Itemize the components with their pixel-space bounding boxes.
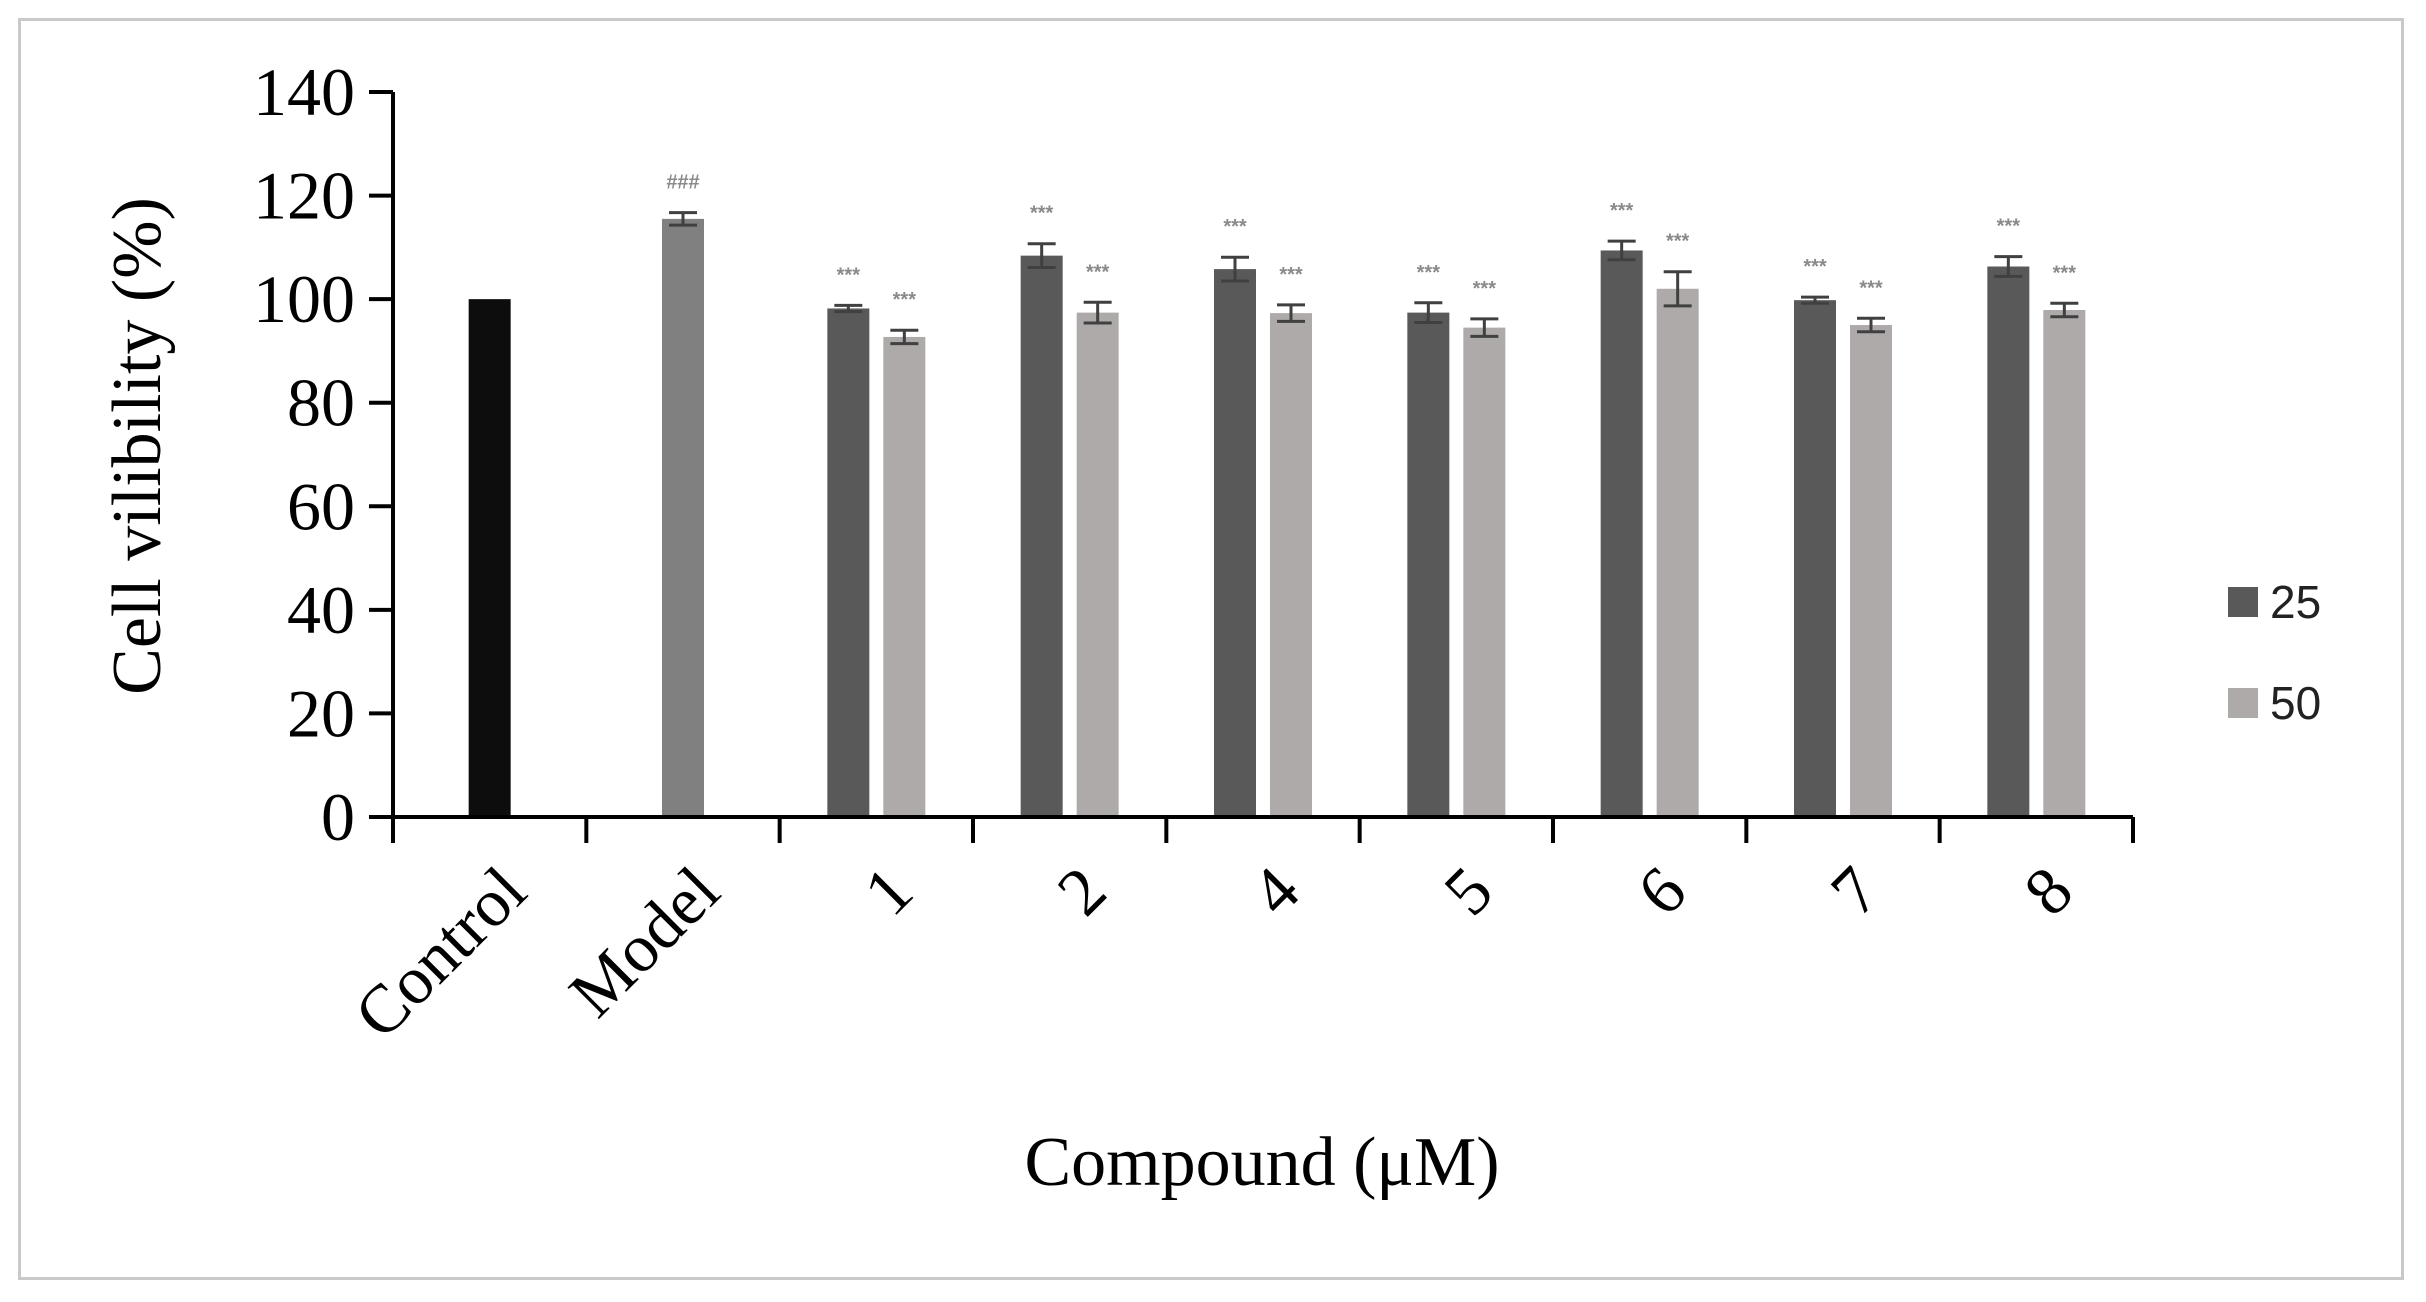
- y-tick-label: 0: [321, 779, 355, 855]
- bar: [468, 299, 511, 818]
- x-tick-label: Model: [554, 852, 733, 1031]
- y-axis-ticks: [369, 90, 393, 819]
- bar: [1076, 312, 1119, 817]
- legend-label: 25: [2270, 576, 2321, 628]
- legend-swatch: [2228, 688, 2258, 718]
- bar: [827, 308, 870, 817]
- x-axis-ticks: [391, 817, 2135, 843]
- y-tick-label: 140: [253, 54, 355, 130]
- bar: [1463, 327, 1506, 817]
- y-axis-title: Cell vilibility (%): [99, 197, 176, 695]
- x-tick-label: 5: [1429, 852, 1507, 930]
- legend-label: 50: [2270, 677, 2321, 729]
- significance-label: ***: [1279, 264, 1303, 286]
- significance-label: ###: [666, 172, 699, 194]
- bar: [1987, 266, 2030, 818]
- y-tick-label: 100: [253, 261, 355, 337]
- bar: [1794, 300, 1836, 817]
- x-tick-label: 2: [1042, 852, 1120, 930]
- significance-label: ***: [1997, 216, 2021, 238]
- x-axis-tick-labels: Control Model 1 2 4 5 6 7 8: [340, 852, 2087, 1053]
- bar: [1270, 313, 1312, 817]
- significance-label: ***: [1803, 256, 1827, 278]
- x-tick-label: 8: [2009, 852, 2087, 930]
- y-axis-tick-labels: 0 20 40 60 80 100 120 140: [253, 54, 355, 855]
- x-tick-label: 4: [1236, 852, 1314, 930]
- bar: [1020, 255, 1063, 818]
- legend-swatch: [2228, 587, 2258, 617]
- bar: [1214, 269, 1256, 817]
- error-bars: [669, 211, 2079, 346]
- significance-label: ***: [893, 289, 917, 311]
- significance-labels: ### *** *** *** *** *** *** *** *** *** *** *** *** *…: [666, 172, 2076, 312]
- bar: [662, 218, 704, 817]
- x-tick-label: 7: [1816, 852, 1894, 930]
- significance-label: ***: [1223, 216, 1247, 238]
- significance-label: ***: [1610, 200, 1634, 222]
- significance-label: ***: [1859, 277, 1883, 299]
- significance-label: ***: [1666, 231, 1690, 253]
- legend: 25 50: [2228, 576, 2321, 729]
- y-tick-label: 20: [287, 675, 355, 751]
- y-tick-label: 60: [287, 468, 355, 544]
- bar: [883, 336, 926, 817]
- y-tick-label: 120: [253, 158, 355, 234]
- x-tick-label: Control: [340, 852, 541, 1053]
- x-axis-title: Compound (μM): [1024, 1124, 1499, 1201]
- y-tick-label: 40: [287, 572, 355, 648]
- y-tick-label: 80: [287, 365, 355, 441]
- bar: [1407, 312, 1450, 817]
- significance-label: ***: [1086, 261, 1110, 283]
- significance-label: ***: [1473, 278, 1497, 300]
- bar: [1600, 250, 1643, 817]
- bars: [468, 218, 2086, 818]
- x-tick-label: 6: [1622, 852, 1700, 930]
- significance-label: ***: [2053, 262, 2077, 284]
- bar: [2043, 310, 2086, 817]
- bar: [1850, 325, 1892, 817]
- significance-label: ***: [837, 264, 861, 286]
- x-tick-label: 1: [849, 852, 927, 930]
- significance-label: ***: [1417, 262, 1441, 284]
- bar: [1656, 288, 1699, 817]
- significance-label: ***: [1030, 203, 1054, 225]
